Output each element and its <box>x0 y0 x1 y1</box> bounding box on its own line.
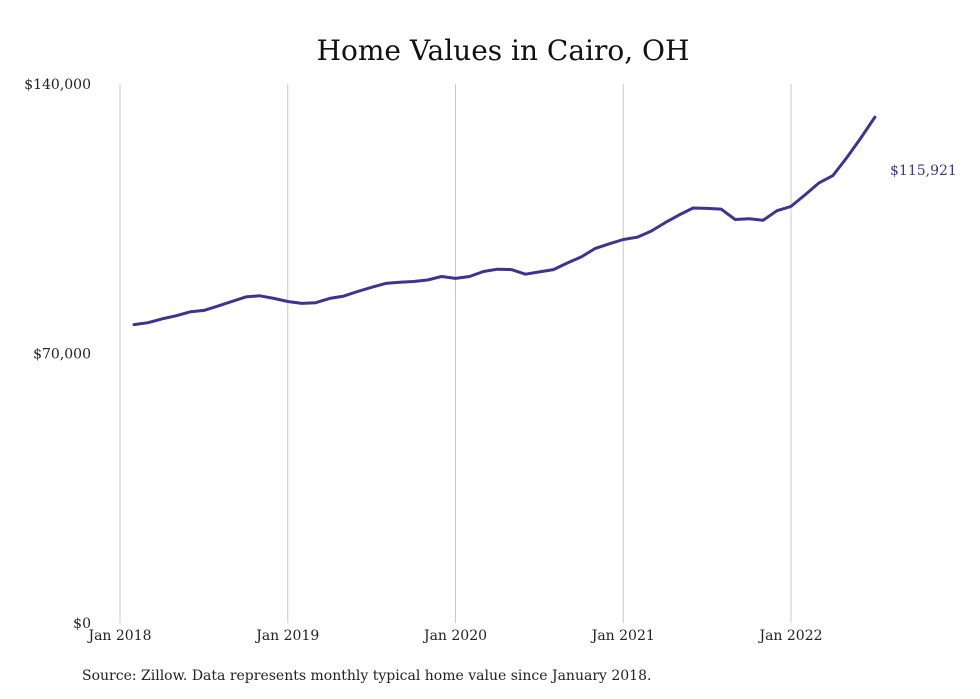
y-tick-label-2: $140,000 <box>24 77 91 93</box>
x-tick-label-1: Jan 2019 <box>254 628 319 644</box>
gridlines <box>119 84 792 623</box>
chart-title: Home Values in Cairo, OH <box>317 34 690 67</box>
end-value-label: $115,921 <box>890 163 957 179</box>
x-tick-label-2: Jan 2020 <box>422 628 487 644</box>
y-tick-label-1: $70,000 <box>33 347 91 363</box>
x-tick-label-0: Jan 2018 <box>86 628 151 644</box>
source-note: Source: Zillow. Data represents monthly … <box>82 668 652 684</box>
x-axis-ticks: Jan 2018 Jan 2019 Jan 2020 Jan 2021 Jan 2022 <box>86 628 822 644</box>
y-tick-label-0: $0 <box>73 616 91 632</box>
y-axis-ticks: $0 $70,000 $140,000 <box>24 77 91 632</box>
series-group <box>132 115 877 327</box>
series-line-0 <box>132 115 877 327</box>
x-tick-label-4: Jan 2022 <box>757 628 822 644</box>
x-tick-label-3: Jan 2021 <box>590 628 655 644</box>
